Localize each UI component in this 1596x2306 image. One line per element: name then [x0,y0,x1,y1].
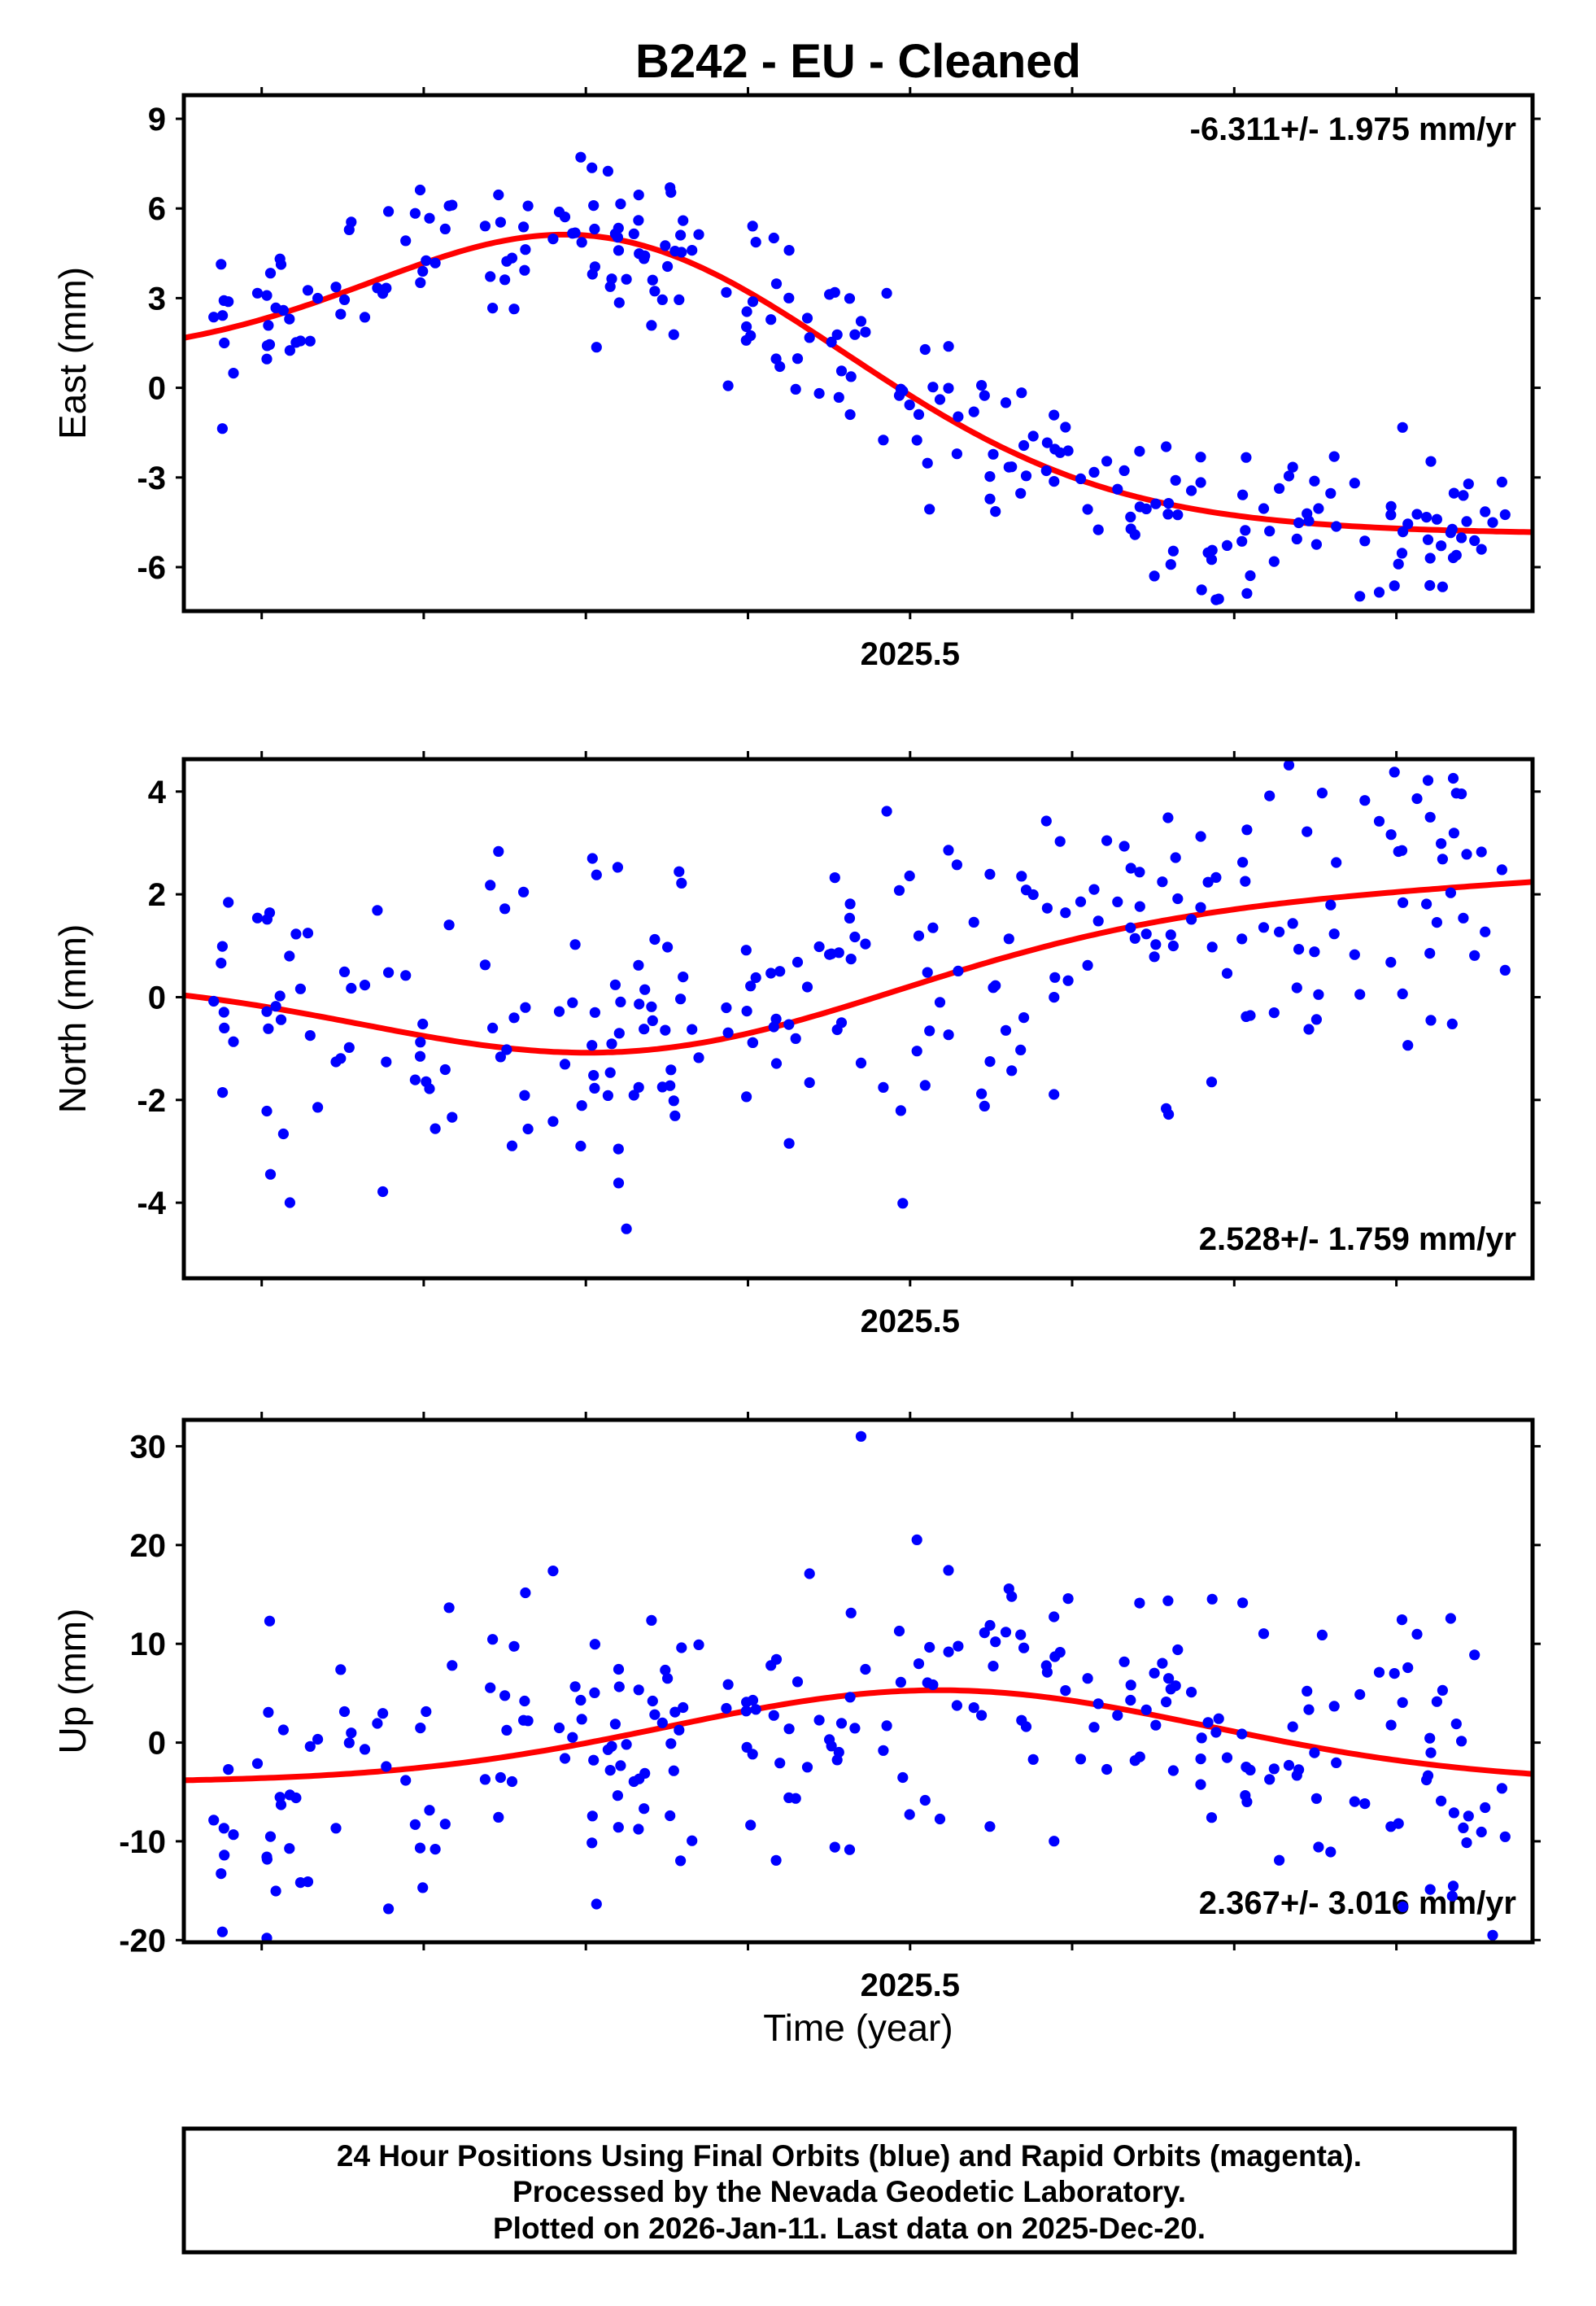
svg-text:-6.311+/- 1.975 mm/yr: -6.311+/- 1.975 mm/yr [1190,111,1516,147]
svg-text:9: 9 [148,102,166,138]
svg-text:2: 2 [148,877,166,913]
svg-text:-20: -20 [119,1923,166,1959]
svg-text:Plotted on 2026-Jan-11. Last d: Plotted on 2026-Jan-11. Last data on 202… [493,2212,1206,2245]
svg-text:10: 10 [130,1627,167,1662]
svg-text:4: 4 [148,775,167,810]
svg-text:-2: -2 [137,1083,166,1119]
svg-text:Processed by the Nevada Geodet: Processed by the Nevada Geodetic Laborat… [512,2175,1186,2208]
svg-text:-10: -10 [119,1824,166,1860]
svg-text:3: 3 [148,281,166,317]
svg-text:North (mm): North (mm) [51,924,94,1114]
svg-text:2025.5: 2025.5 [861,1304,960,1339]
svg-text:Time (year): Time (year) [763,2007,953,2049]
svg-text:Up (mm): Up (mm) [51,1609,94,1754]
svg-text:24 Hour Positions Using Final: 24 Hour Positions Using Final Orbits (bl… [337,2139,1362,2173]
svg-text:-3: -3 [137,461,166,496]
svg-text:2025.5: 2025.5 [861,1968,960,2003]
svg-text:0: 0 [148,371,166,407]
svg-text:-6: -6 [137,550,166,586]
svg-text:6: 6 [148,191,166,227]
svg-text:B242 - EU - Cleaned: B242 - EU - Cleaned [635,35,1081,88]
svg-text:East (mm): East (mm) [51,267,94,439]
svg-text:20: 20 [130,1528,167,1564]
svg-text:-4: -4 [137,1186,166,1221]
svg-text:0: 0 [148,980,166,1016]
svg-text:0: 0 [148,1726,166,1762]
svg-text:2025.5: 2025.5 [861,636,960,672]
svg-text:2.367+/- 3.016 mm/yr: 2.367+/- 3.016 mm/yr [1199,1885,1516,1921]
svg-text:2.528+/- 1.759 mm/yr: 2.528+/- 1.759 mm/yr [1199,1221,1516,1257]
svg-text:30: 30 [130,1429,167,1465]
